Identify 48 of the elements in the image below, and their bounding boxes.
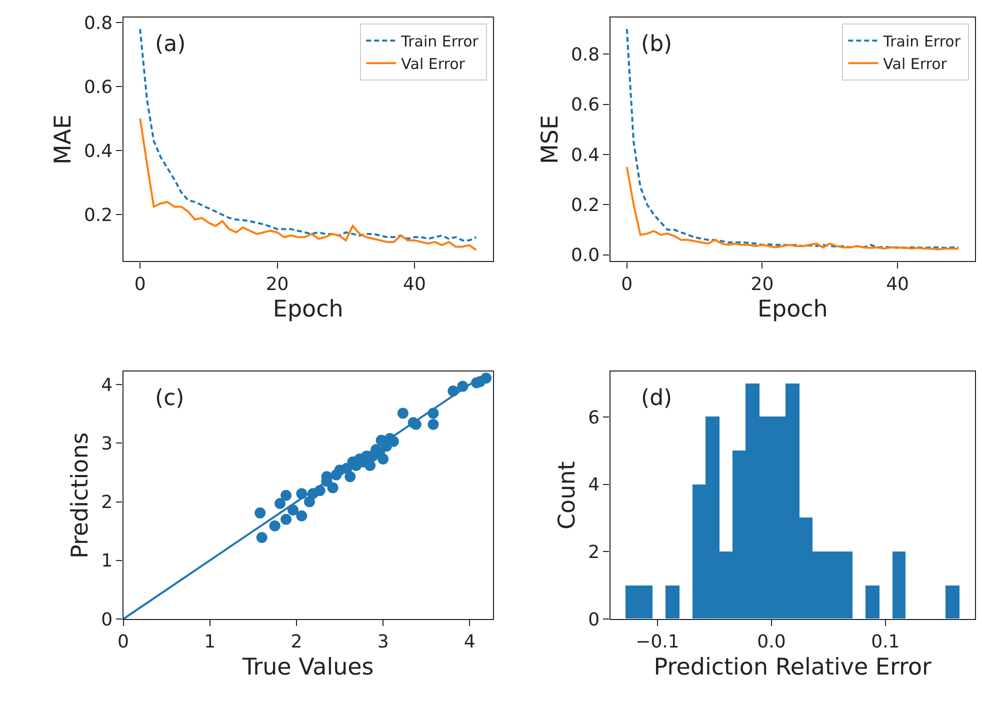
x-tick-label: 2 bbox=[290, 632, 302, 653]
y-tick-label: 0.2 bbox=[84, 205, 113, 226]
y-tick-label: 2 bbox=[101, 492, 113, 514]
y-tick-label: 6 bbox=[588, 407, 600, 428]
x-axis-title: True Values bbox=[241, 654, 374, 680]
y-axis-title: Predictions bbox=[68, 432, 94, 558]
y-tick-label: 0.6 bbox=[570, 94, 600, 116]
y-tick-label: 0.4 bbox=[570, 144, 600, 166]
legend-label: Val Error bbox=[401, 54, 466, 73]
y-tick-label: 0.8 bbox=[570, 44, 600, 66]
y-axis-title: MSE bbox=[537, 114, 564, 164]
x-axis-title: Epoch bbox=[757, 296, 828, 322]
x-axis-title: Epoch bbox=[272, 296, 344, 322]
x-tick-label: 40 bbox=[403, 274, 426, 295]
y-tick-label: 1 bbox=[101, 550, 113, 572]
y-tick-label: 0.2 bbox=[570, 195, 600, 216]
x-tick-label: 0 bbox=[134, 274, 146, 295]
annotation: (c) bbox=[155, 386, 184, 411]
x-tick-label: 20 bbox=[750, 274, 774, 295]
y-tick-label: 2 bbox=[588, 542, 600, 564]
x-tick-label: 3 bbox=[377, 632, 389, 653]
x-tick-label: 40 bbox=[886, 274, 910, 295]
y-tick-label: 0.6 bbox=[84, 76, 113, 98]
x-tick-label: 1 bbox=[204, 632, 216, 653]
x-tick-label: 20 bbox=[266, 274, 289, 295]
x-tick-label: −0.1 bbox=[636, 632, 680, 653]
annotation: (d) bbox=[641, 386, 672, 411]
x-tick-label: 0.0 bbox=[757, 632, 786, 653]
x-tick-label: 0 bbox=[118, 632, 130, 653]
annotation: (a) bbox=[155, 32, 186, 57]
y-tick-label: 0 bbox=[101, 609, 113, 630]
y-tick-label: 4 bbox=[588, 474, 600, 496]
y-tick-label: 0.4 bbox=[84, 140, 113, 162]
legend-label: Train Error bbox=[400, 32, 480, 50]
x-tick-label: 4 bbox=[464, 632, 476, 653]
y-tick-label: 4 bbox=[101, 374, 113, 396]
legend-label: Train Error bbox=[882, 32, 962, 50]
legend-label: Val Error bbox=[883, 54, 948, 73]
annotation: (b) bbox=[641, 32, 672, 57]
y-axis-title: Count bbox=[554, 461, 581, 530]
x-tick-label: 0.1 bbox=[871, 632, 900, 653]
y-tick-label: 3 bbox=[101, 433, 113, 454]
y-tick-label: 0.0 bbox=[570, 245, 600, 266]
y-tick-label: 0.8 bbox=[84, 12, 113, 34]
y-axis-title: MAE bbox=[50, 114, 76, 165]
x-tick-label: 0 bbox=[621, 274, 633, 295]
y-tick-label: 0 bbox=[588, 609, 600, 630]
x-axis-title: Prediction Relative Error bbox=[654, 654, 932, 680]
